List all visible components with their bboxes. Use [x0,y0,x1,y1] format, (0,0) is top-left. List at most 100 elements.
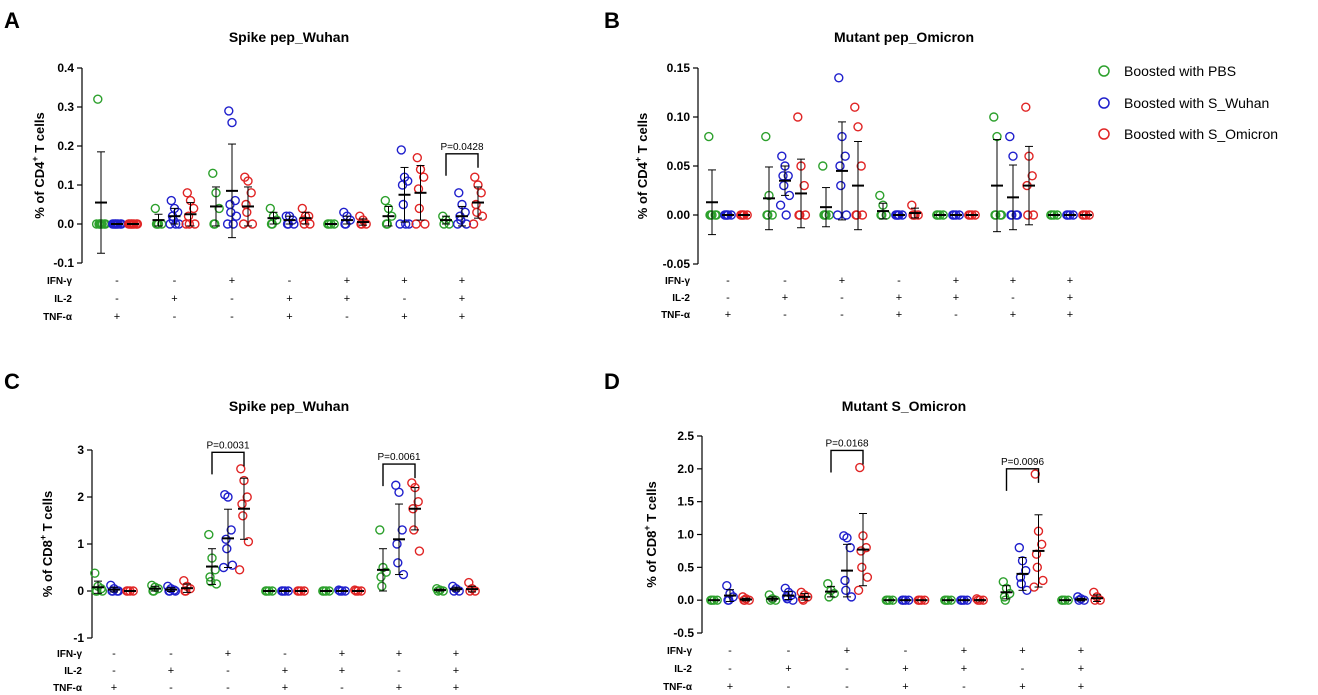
condition-sign: + [896,309,902,321]
condition-sign: + [1067,275,1073,287]
y-tick-label: 0 [77,584,84,598]
data-point [234,565,245,575]
condition-sign: + [1010,309,1016,321]
y-tick-label: 0.00 [667,208,691,222]
condition-sign: - [226,682,230,694]
data-point [834,73,844,83]
y-axis-label: % of CD8+ T cells [38,491,55,597]
data-point [470,586,480,596]
data-point [1090,595,1100,605]
data-point [380,195,390,206]
data-point [468,219,479,229]
condition-sign: + [459,311,465,323]
condition-sign: - [173,275,177,287]
data-point [470,172,480,182]
data-point [231,211,242,221]
condition-sign: - [112,648,116,660]
data-point [767,210,777,220]
condition-sign: + [725,309,731,321]
condition-sign: + [902,681,908,693]
data-point [840,575,850,586]
condition-sign: + [339,648,345,660]
data-point [243,176,253,186]
data-point [775,200,786,210]
data-point [265,203,275,214]
data-point [820,210,830,220]
data-point [1028,210,1039,220]
y-tick-label: 2.5 [677,429,694,443]
data-point [799,180,809,191]
data-point [862,572,873,582]
condition-sign: + [453,648,459,660]
data-point [788,595,798,605]
data-point [361,219,371,229]
data-point [181,586,191,596]
condition-sign: + [453,665,459,677]
data-point [397,525,407,535]
y-axis-label-rest: T cells [635,113,650,157]
data-point [204,529,214,540]
y-axis-label-sup: + [30,156,40,161]
data-point [850,102,860,112]
condition-sign: + [282,665,288,677]
data-point [765,595,776,605]
condition-sign: + [229,275,235,287]
y-tick-label: 1 [77,537,84,551]
significance-bracket [1005,468,1040,491]
condition-sign: + [171,293,177,305]
y-tick-label: 0.0 [57,217,74,231]
condition-sign: + [225,648,231,660]
condition-sign: - [954,309,958,321]
condition-sign: + [396,682,402,694]
condition-sign: + [114,311,120,323]
panel-letter: C [4,369,20,394]
data-point [97,219,107,229]
condition-sign: + [961,663,967,675]
data-point [375,525,385,535]
data-point [795,210,805,220]
condition-sign: + [1067,292,1073,304]
panel-letter: A [4,8,20,33]
y-tick-label: 2.0 [677,462,694,476]
data-point [777,151,787,161]
data-point [214,203,224,214]
condition-sign: + [401,311,407,323]
condition-sign: + [844,645,850,657]
condition-sign: + [286,311,292,323]
p-value-label: P=0.0031 [206,440,250,451]
data-point [845,542,855,553]
data-point [1032,562,1043,573]
p-value-label: P=0.0428 [440,142,484,153]
data-point [392,539,402,549]
y-axis-label-main: % of CD8 [644,531,659,588]
condition-sign: + [896,292,902,304]
data-point [1095,595,1105,605]
data-point [381,567,391,577]
data-point [397,180,408,190]
data-point [853,585,864,596]
condition-sign: + [782,292,788,304]
data-point [763,210,773,220]
y-axis-label: % of CD4+ T cells [30,112,47,218]
condition-sign: - [783,275,787,287]
data-point [395,219,405,229]
data-point [913,210,923,220]
condition-sign: - [787,681,791,693]
data-point [182,188,193,198]
data-point [222,544,232,554]
data-point [357,219,367,229]
y-axis-label-sup: + [642,525,652,530]
y-axis-label-rest: T cells [40,491,55,535]
data-point [1027,171,1037,181]
data-point [228,219,238,229]
condition-sign: - [1011,292,1015,304]
condition-sign: - [845,663,849,675]
p-value-label: P=0.0061 [377,452,421,463]
data-point [818,161,828,171]
data-point [779,180,789,191]
data-point [404,219,414,229]
data-point [382,219,392,229]
y-axis-label: % of CD8+ T cells [642,481,659,587]
data-point [1036,539,1047,550]
